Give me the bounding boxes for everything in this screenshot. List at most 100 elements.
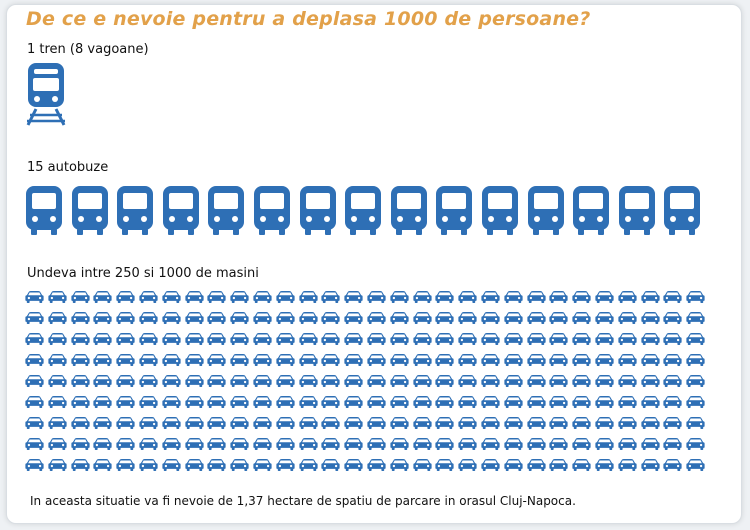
car-icon bbox=[93, 438, 112, 450]
car-icon bbox=[595, 396, 614, 408]
car-icon bbox=[48, 333, 67, 345]
car-icon bbox=[572, 438, 591, 450]
car-icon bbox=[116, 459, 135, 471]
car-icon bbox=[549, 438, 568, 450]
car-icon bbox=[70, 438, 90, 450]
car-icon bbox=[458, 438, 477, 450]
bus-icon bbox=[436, 186, 473, 235]
car-icon bbox=[207, 417, 226, 429]
car-icon bbox=[663, 396, 682, 408]
car-icon bbox=[481, 417, 500, 429]
car-icon bbox=[595, 312, 614, 324]
car-icon bbox=[549, 459, 568, 471]
car-icon bbox=[48, 312, 67, 324]
car-icon bbox=[390, 438, 409, 450]
car-icon bbox=[116, 354, 135, 366]
car-icon bbox=[276, 312, 295, 324]
car-icon bbox=[230, 333, 249, 345]
car-icon bbox=[230, 459, 249, 471]
car-icon bbox=[162, 417, 181, 429]
car-icon bbox=[184, 438, 204, 450]
car-icon bbox=[184, 354, 204, 366]
car-icon bbox=[640, 354, 660, 366]
car-icon bbox=[549, 312, 568, 324]
car-icon bbox=[344, 438, 363, 450]
car-icon bbox=[504, 438, 523, 450]
car-icon bbox=[618, 375, 637, 387]
car-icon bbox=[139, 291, 158, 303]
car-icon bbox=[618, 291, 637, 303]
infographic-card bbox=[6, 4, 742, 524]
car-icon bbox=[70, 459, 90, 471]
car-icon bbox=[298, 459, 318, 471]
bus-icon bbox=[618, 186, 655, 235]
car-icon bbox=[276, 459, 295, 471]
car-icon bbox=[25, 291, 44, 303]
car-icon bbox=[321, 459, 340, 471]
car-icon bbox=[435, 354, 454, 366]
car-icon bbox=[321, 312, 340, 324]
car-icon bbox=[25, 438, 44, 450]
car-icon bbox=[253, 291, 272, 303]
car-icon bbox=[93, 459, 112, 471]
car-icon bbox=[458, 459, 477, 471]
car-icon bbox=[686, 312, 705, 324]
car-icon bbox=[230, 312, 249, 324]
car-icon bbox=[344, 291, 363, 303]
car-icon bbox=[526, 354, 546, 366]
bus-row bbox=[24, 186, 714, 238]
car-icon bbox=[321, 417, 340, 429]
car-icon bbox=[184, 459, 204, 471]
bus-icon bbox=[390, 186, 427, 235]
car-icon bbox=[595, 291, 614, 303]
car-icon bbox=[298, 354, 318, 366]
car-icon bbox=[253, 417, 272, 429]
car-icon bbox=[321, 375, 340, 387]
car-icon bbox=[663, 291, 682, 303]
car-icon bbox=[481, 333, 500, 345]
car-icon bbox=[207, 375, 226, 387]
car-icon bbox=[572, 459, 591, 471]
car-icon bbox=[253, 375, 272, 387]
car-icon bbox=[640, 333, 660, 345]
car-icon bbox=[230, 354, 249, 366]
car-icon bbox=[184, 312, 204, 324]
car-icon bbox=[572, 396, 591, 408]
car-icon bbox=[230, 375, 249, 387]
car-icon bbox=[367, 396, 386, 408]
car-icon bbox=[298, 312, 318, 324]
car-icon bbox=[686, 354, 705, 366]
car-icon bbox=[663, 459, 682, 471]
car-icon bbox=[93, 375, 112, 387]
car-icon bbox=[48, 291, 67, 303]
car-icon bbox=[640, 375, 660, 387]
car-icon bbox=[139, 333, 158, 345]
car-icon bbox=[572, 417, 591, 429]
car-icon bbox=[116, 333, 135, 345]
car-icon bbox=[458, 417, 477, 429]
car-icon bbox=[686, 459, 705, 471]
footer-note: In aceasta situatie va fi nevoie de 1,37… bbox=[30, 494, 576, 508]
car-icon bbox=[481, 375, 500, 387]
car-icon bbox=[93, 417, 112, 429]
car-icon bbox=[618, 417, 637, 429]
car-icon bbox=[458, 291, 477, 303]
car-icon bbox=[367, 291, 386, 303]
car-icon bbox=[572, 312, 591, 324]
car-icon bbox=[390, 312, 409, 324]
car-icon bbox=[253, 438, 272, 450]
car-icon bbox=[25, 312, 44, 324]
car-icon bbox=[390, 354, 409, 366]
car-icon bbox=[526, 417, 546, 429]
car-icon bbox=[481, 396, 500, 408]
car-icon bbox=[412, 291, 432, 303]
car-icon bbox=[230, 417, 249, 429]
car-icon bbox=[139, 459, 158, 471]
car-icon bbox=[230, 438, 249, 450]
car-icon bbox=[321, 354, 340, 366]
car-icon bbox=[276, 417, 295, 429]
car-icon bbox=[207, 291, 226, 303]
bus-icon bbox=[162, 186, 199, 235]
car-grid bbox=[24, 290, 714, 480]
car-icon bbox=[618, 354, 637, 366]
